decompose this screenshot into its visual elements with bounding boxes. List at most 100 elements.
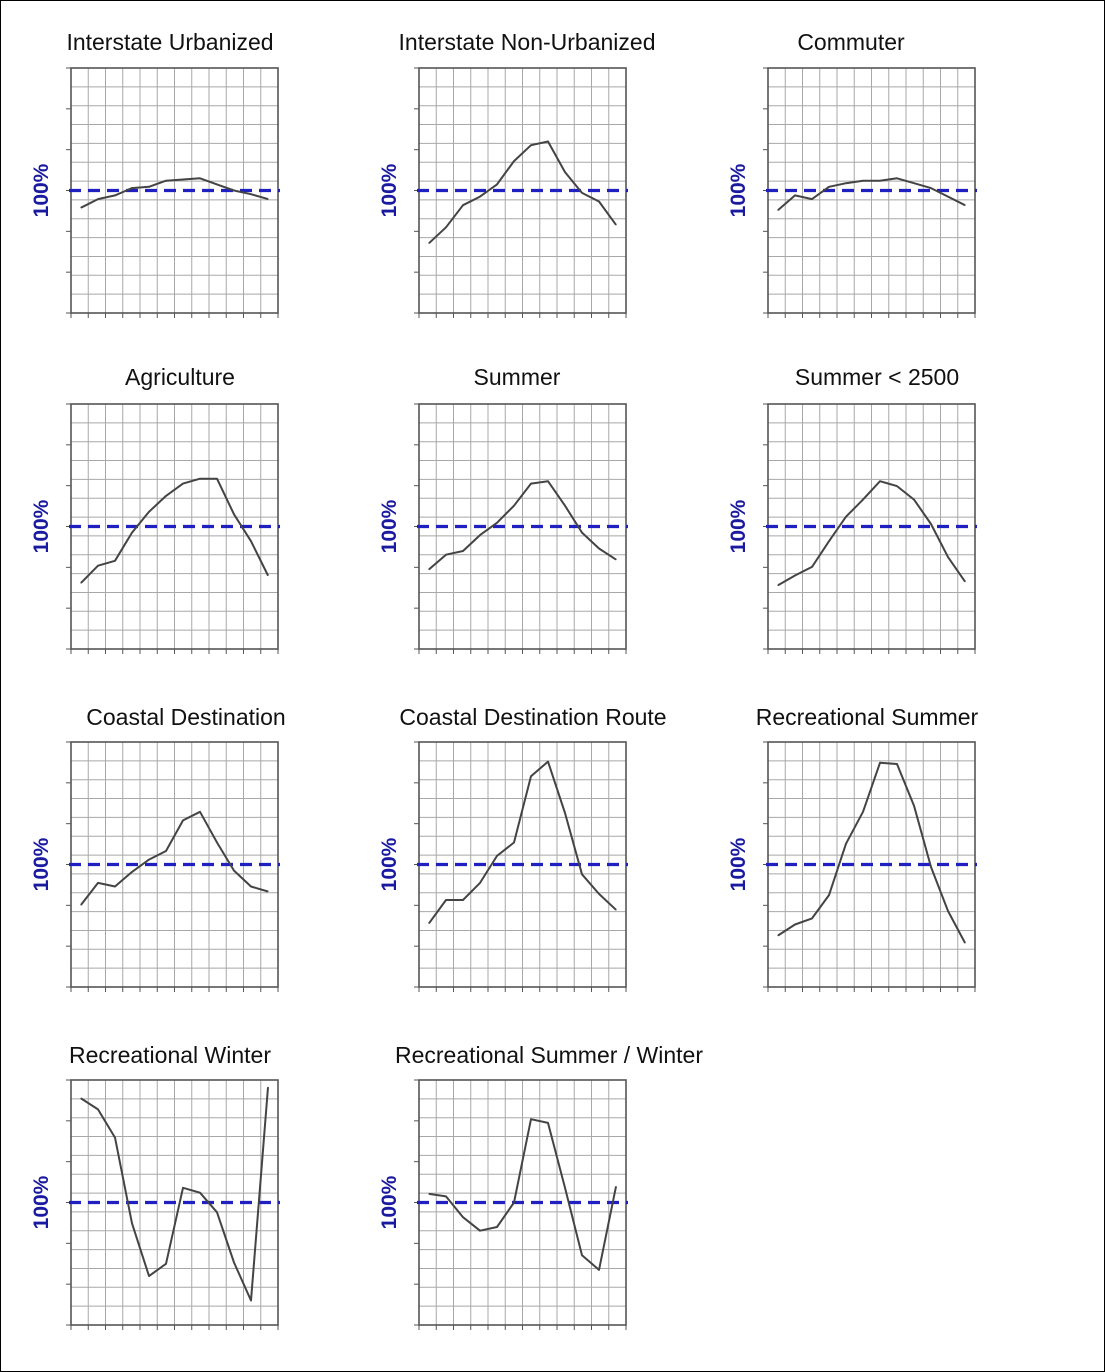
data-point bbox=[530, 775, 532, 777]
data-point bbox=[615, 224, 617, 226]
data-point bbox=[530, 1118, 532, 1120]
data-point bbox=[233, 1261, 235, 1264]
data-point bbox=[80, 1097, 82, 1099]
chart-panel: Coastal Destination 100% bbox=[30, 704, 286, 992]
data-point bbox=[165, 850, 167, 852]
data-point bbox=[794, 923, 796, 926]
data-point bbox=[547, 761, 549, 763]
y-axis-label: 100% bbox=[30, 837, 53, 891]
data-point bbox=[428, 1193, 430, 1195]
data-point bbox=[267, 1086, 269, 1088]
data-point bbox=[445, 1195, 447, 1197]
data-point bbox=[148, 1275, 150, 1277]
data-point bbox=[879, 762, 881, 764]
data-point bbox=[199, 1192, 201, 1194]
data-point bbox=[216, 183, 218, 185]
data-point bbox=[148, 511, 150, 513]
data-point bbox=[131, 532, 133, 534]
series-line bbox=[777, 761, 966, 944]
data-point bbox=[496, 183, 498, 185]
chart-title: Commuter bbox=[797, 29, 905, 55]
series-line bbox=[80, 477, 269, 584]
data-point bbox=[513, 1201, 515, 1204]
data-point bbox=[513, 841, 515, 844]
chart-title: Recreational Summer bbox=[756, 704, 979, 730]
data-point bbox=[598, 547, 600, 550]
data-point bbox=[811, 198, 813, 200]
data-point bbox=[964, 581, 966, 583]
y-axis-label: 100% bbox=[727, 163, 750, 217]
data-point bbox=[496, 855, 498, 857]
y-axis-label: 100% bbox=[30, 1175, 53, 1229]
data-point bbox=[913, 498, 915, 501]
data-point bbox=[131, 871, 133, 873]
chart-panel: Coastal Destination Route 100% bbox=[378, 704, 667, 992]
series-line bbox=[777, 177, 966, 211]
data-point bbox=[479, 1230, 481, 1232]
chart-title: Recreational Summer / Winter bbox=[395, 1042, 703, 1068]
data-point bbox=[114, 194, 116, 196]
data-point bbox=[80, 207, 82, 209]
data-point bbox=[879, 180, 881, 182]
data-point bbox=[496, 522, 498, 524]
data-point bbox=[794, 194, 796, 196]
series-line bbox=[428, 1118, 617, 1271]
data-point bbox=[445, 899, 447, 901]
data-point bbox=[462, 1216, 464, 1218]
data-point bbox=[564, 1187, 566, 1189]
data-point bbox=[114, 885, 116, 888]
y-axis-label: 100% bbox=[30, 163, 53, 217]
data-point bbox=[930, 187, 932, 189]
data-point bbox=[267, 890, 269, 893]
chart-title: Interstate Non-Urbanized bbox=[399, 29, 656, 55]
data-point bbox=[97, 198, 99, 200]
data-point bbox=[496, 1226, 498, 1228]
series-line bbox=[80, 177, 269, 209]
data-point bbox=[581, 192, 583, 194]
data-point bbox=[97, 882, 99, 884]
chart-title: Summer < 2500 bbox=[795, 364, 959, 390]
data-point bbox=[828, 186, 830, 188]
data-point bbox=[233, 189, 235, 192]
data-point bbox=[114, 560, 116, 562]
data-point bbox=[615, 909, 617, 911]
data-point bbox=[233, 513, 235, 515]
data-point bbox=[547, 1122, 549, 1124]
data-point bbox=[862, 811, 864, 813]
data-point bbox=[199, 177, 201, 179]
data-point bbox=[845, 843, 847, 845]
data-point bbox=[148, 859, 150, 861]
chart-title: Coastal Destination Route bbox=[399, 704, 666, 730]
data-point bbox=[828, 540, 830, 542]
data-point bbox=[564, 812, 566, 814]
data-point bbox=[148, 186, 150, 188]
data-point bbox=[777, 209, 779, 211]
data-point bbox=[947, 556, 949, 558]
data-point bbox=[598, 1269, 600, 1271]
data-point bbox=[777, 934, 779, 937]
data-point bbox=[913, 805, 915, 807]
data-point bbox=[930, 866, 932, 868]
data-point bbox=[182, 178, 184, 181]
data-point bbox=[581, 532, 583, 534]
data-point bbox=[964, 942, 966, 944]
data-point bbox=[216, 478, 218, 480]
data-point bbox=[165, 180, 167, 182]
chart-title: Recreational Winter bbox=[69, 1042, 271, 1068]
data-point bbox=[114, 1136, 116, 1139]
data-point bbox=[250, 885, 252, 888]
data-point bbox=[80, 582, 82, 584]
data-point bbox=[615, 1185, 617, 1188]
data-point bbox=[233, 870, 235, 872]
chart-panel: Interstate Non-Urbanized 100% bbox=[378, 29, 655, 318]
data-point bbox=[445, 226, 447, 228]
data-point bbox=[811, 566, 813, 568]
chart-panel: Recreational Summer 100% bbox=[727, 704, 979, 992]
data-point bbox=[428, 922, 430, 924]
data-point bbox=[862, 180, 864, 182]
data-point bbox=[97, 1108, 99, 1110]
data-point bbox=[513, 505, 515, 507]
chart-panel: Agriculture 100% bbox=[30, 364, 280, 654]
data-point bbox=[777, 584, 779, 586]
